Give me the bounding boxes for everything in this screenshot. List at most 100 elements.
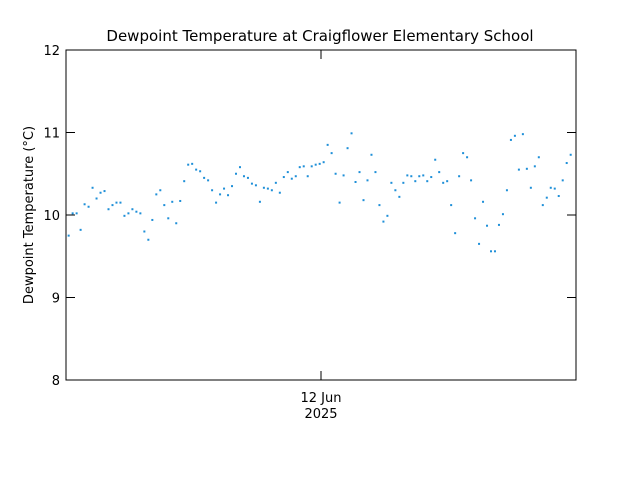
- data-point: [450, 204, 453, 207]
- data-point: [75, 212, 78, 215]
- data-point: [314, 163, 317, 166]
- data-point: [366, 179, 369, 182]
- data-point: [203, 176, 206, 179]
- data-point: [107, 208, 110, 211]
- data-point: [262, 186, 265, 189]
- data-point: [274, 181, 277, 184]
- data-point: [474, 217, 477, 220]
- data-point: [147, 238, 150, 241]
- data-point: [346, 147, 349, 150]
- data-point: [223, 187, 226, 190]
- data-point: [211, 189, 214, 192]
- data-point: [163, 204, 166, 207]
- y-tick-label: 11: [43, 127, 60, 142]
- data-point: [191, 162, 194, 165]
- data-point: [454, 232, 457, 235]
- data-point: [513, 134, 516, 137]
- data-point: [358, 171, 361, 174]
- data-point: [553, 187, 556, 190]
- chart-title: Dewpoint Temperature at Craigflower Elem…: [106, 27, 533, 45]
- data-point: [561, 179, 564, 182]
- data-point: [123, 214, 126, 217]
- data-point: [227, 194, 230, 197]
- data-point: [87, 205, 90, 208]
- data-point: [394, 189, 397, 192]
- data-point: [338, 201, 341, 204]
- y-tick-label: 12: [43, 44, 60, 59]
- data-point: [430, 176, 433, 179]
- y-tick-label: 10: [43, 209, 60, 224]
- data-point: [462, 152, 465, 155]
- data-point: [179, 199, 182, 202]
- data-point: [111, 204, 114, 207]
- data-point: [119, 201, 122, 204]
- data-point: [438, 171, 441, 174]
- data-point: [266, 187, 269, 190]
- data-point: [537, 156, 540, 159]
- data-point: [426, 180, 429, 183]
- data-point: [549, 186, 552, 189]
- data-point: [171, 200, 174, 203]
- data-point: [302, 165, 305, 168]
- data-point: [378, 204, 381, 207]
- data-point: [446, 180, 449, 183]
- data-point: [151, 218, 154, 221]
- data-point: [143, 230, 146, 233]
- data-point: [79, 228, 82, 231]
- data-point: [187, 163, 190, 166]
- data-point: [410, 175, 413, 178]
- data-point: [493, 250, 496, 253]
- y-axis-label: Dewpoint Temperature (°C): [22, 126, 37, 304]
- data-point: [294, 175, 297, 178]
- data-point: [406, 174, 409, 177]
- data-point: [235, 172, 237, 175]
- data-point: [99, 191, 102, 194]
- data-point: [195, 168, 198, 171]
- data-point: [334, 172, 337, 175]
- data-point: [486, 224, 489, 227]
- data-point: [246, 176, 249, 179]
- data-point: [422, 174, 425, 177]
- data-point: [103, 190, 106, 193]
- data-point: [569, 153, 572, 156]
- data-point: [398, 195, 401, 198]
- data-point: [254, 184, 257, 187]
- data-point: [250, 182, 253, 185]
- data-point: [330, 152, 333, 155]
- data-point: [482, 200, 485, 203]
- data-point: [183, 180, 186, 183]
- data-point: [470, 179, 473, 182]
- data-point: [545, 196, 548, 199]
- data-point: [529, 186, 532, 189]
- data-point: [418, 175, 421, 178]
- data-point: [115, 201, 118, 204]
- data-point: [242, 175, 245, 178]
- data-point: [199, 170, 202, 173]
- data-point: [83, 203, 86, 206]
- data-point: [490, 250, 492, 253]
- data-point: [215, 201, 218, 204]
- data-point: [362, 199, 365, 202]
- data-point: [533, 165, 536, 168]
- data-point: [67, 234, 70, 237]
- data-point: [278, 191, 281, 194]
- data-point: [219, 193, 222, 196]
- data-point: [509, 138, 512, 141]
- data-point: [402, 181, 405, 184]
- data-point: [131, 208, 134, 211]
- y-tick-label: 9: [52, 292, 60, 307]
- data-point: [207, 179, 210, 182]
- data-point: [270, 189, 273, 192]
- data-point: [350, 132, 353, 135]
- data-point: [139, 212, 142, 215]
- data-point: [434, 158, 437, 161]
- data-point: [231, 185, 234, 188]
- data-point: [442, 181, 445, 184]
- data-point: [370, 153, 373, 156]
- data-point: [167, 217, 170, 220]
- data-point: [282, 176, 285, 179]
- data-point: [306, 175, 309, 178]
- data-point: [386, 214, 389, 217]
